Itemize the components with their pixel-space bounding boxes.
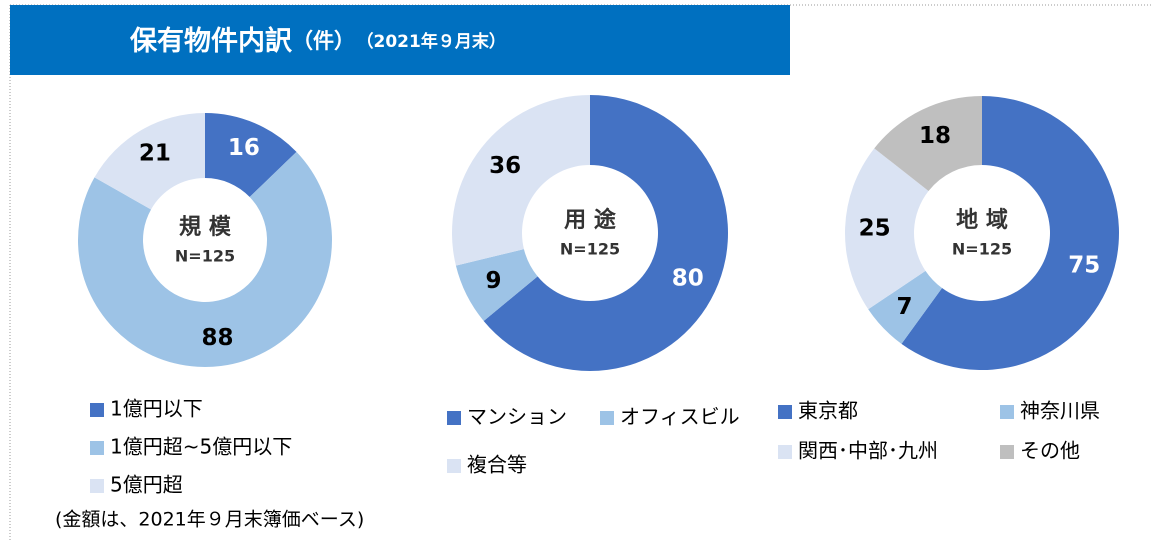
legend-label: 1億円超~5億円以下 bbox=[110, 435, 292, 459]
donut-segment bbox=[845, 148, 929, 310]
legend-swatch bbox=[447, 411, 461, 425]
legend-label: 東京都 bbox=[798, 399, 858, 423]
data-label: 36 bbox=[489, 153, 521, 179]
legend-swatch bbox=[778, 445, 792, 459]
donut-segment bbox=[94, 113, 205, 210]
title-text: 保有物件内訳 bbox=[129, 25, 293, 57]
legend-label: マンション bbox=[467, 405, 567, 429]
data-label: 9 bbox=[485, 268, 501, 294]
legend-swatch bbox=[1000, 445, 1014, 459]
data-label: 25 bbox=[859, 215, 891, 241]
legend-swatch bbox=[447, 459, 461, 473]
data-label: 18 bbox=[919, 123, 951, 149]
legend-label: 1億円以下 bbox=[110, 397, 203, 421]
header-title: 保有物件内訳（件） （2021年９月末） bbox=[129, 25, 506, 57]
legend-label: その他 bbox=[1020, 439, 1080, 463]
legend-swatch bbox=[90, 479, 104, 493]
center-sublabel: N=125 bbox=[175, 247, 235, 266]
donut-segment bbox=[901, 96, 1120, 370]
data-label: 16 bbox=[228, 135, 260, 161]
header-bar bbox=[10, 5, 790, 75]
center-label: 地 域 bbox=[956, 207, 1008, 233]
center-sublabel: N=125 bbox=[952, 240, 1012, 259]
donut-segment bbox=[205, 113, 297, 197]
data-label: 88 bbox=[201, 325, 233, 351]
center-label: 用 途 bbox=[564, 207, 617, 233]
legend-swatch bbox=[90, 403, 104, 417]
title-date: （2021年９月末） bbox=[365, 31, 506, 52]
donut-segment bbox=[77, 151, 332, 367]
data-label: 7 bbox=[897, 294, 913, 320]
legend-swatch bbox=[1000, 405, 1014, 419]
center-label: 規 模 bbox=[179, 215, 232, 240]
legend-label: オフィスビル bbox=[620, 405, 740, 429]
data-label: 75 bbox=[1068, 253, 1100, 279]
legend-swatch bbox=[90, 441, 104, 455]
legend-swatch bbox=[778, 405, 792, 419]
legend-label: 神奈川県 bbox=[1020, 399, 1100, 423]
title-unit: （件） bbox=[292, 29, 355, 53]
donut-segment bbox=[868, 270, 943, 344]
legend-label: 5億円超 bbox=[110, 473, 183, 497]
donut-segment bbox=[452, 95, 590, 266]
donut-segment bbox=[455, 249, 538, 321]
legend-label: 複合等 bbox=[467, 453, 527, 477]
center-sublabel: N=125 bbox=[560, 240, 620, 259]
donut-segment bbox=[483, 95, 728, 371]
data-label: 80 bbox=[672, 265, 704, 291]
legend-swatch bbox=[600, 411, 614, 425]
legend-label: 関西･中部･九州 bbox=[798, 439, 938, 463]
donut-segment bbox=[874, 95, 982, 191]
data-label: 21 bbox=[139, 141, 171, 167]
footnote: (金額は、2021年９月末簿価ベース) bbox=[55, 509, 364, 531]
